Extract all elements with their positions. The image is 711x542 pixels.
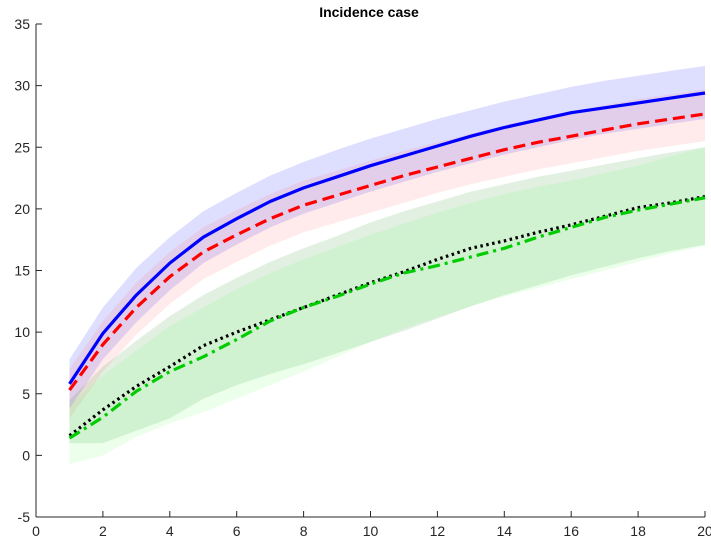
x-tick-label: 0 <box>32 523 40 539</box>
x-tick-label: 10 <box>363 523 379 539</box>
x-tick-label: 2 <box>99 523 107 539</box>
y-tick-label: 5 <box>22 386 30 402</box>
y-axis-ticks: -5 0 5 10 15 20 25 30 35 <box>14 16 42 525</box>
series-1-line <box>68 91 706 385</box>
chart-title: Incidence case <box>319 4 419 20</box>
y-tick-label: 20 <box>14 201 30 217</box>
y-tick-label: 30 <box>14 78 30 94</box>
y-tick-label: 25 <box>14 139 30 155</box>
y-tick-label: 10 <box>14 324 30 340</box>
y-tick-label: 15 <box>14 263 30 279</box>
series-3-band <box>69 147 705 444</box>
series-4-line <box>68 196 706 440</box>
confidence-bands <box>69 65 705 465</box>
x-tick-label: 6 <box>233 523 241 539</box>
y-tick-label: 35 <box>14 16 30 32</box>
series-4-band <box>69 147 705 465</box>
y-tick-label: 0 <box>22 447 30 463</box>
x-tick-label: 4 <box>166 523 174 539</box>
series-1-band <box>69 65 705 409</box>
x-tick-label: 8 <box>300 523 308 539</box>
x-tick-label: 14 <box>497 523 513 539</box>
x-tick-label: 20 <box>697 523 711 539</box>
x-tick-label: 18 <box>630 523 646 539</box>
x-tick-label: 12 <box>430 523 446 539</box>
series-lines <box>68 91 706 440</box>
x-tick-label: 16 <box>563 523 579 539</box>
x-axis-ticks: 0 2 4 6 8 10 12 14 16 18 20 <box>32 511 711 539</box>
y-tick-label: -5 <box>18 509 31 525</box>
